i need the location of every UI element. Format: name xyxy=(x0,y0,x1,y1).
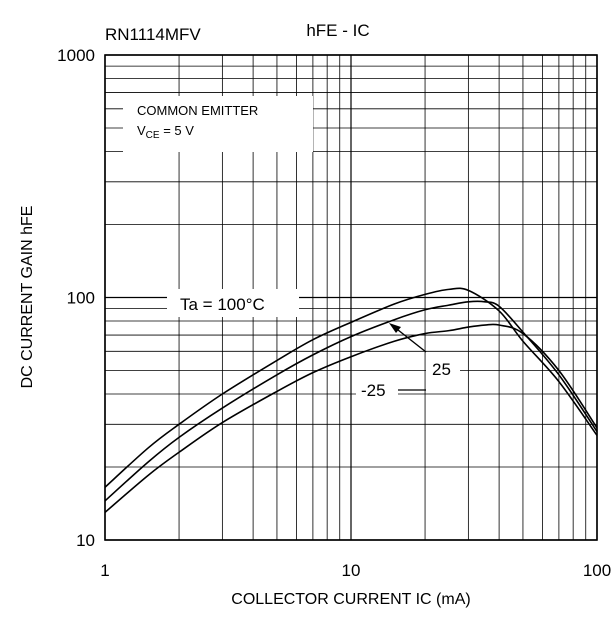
conditions-line-2: VCE = 5 V xyxy=(137,123,194,141)
part-number: RN1114MFV xyxy=(105,25,201,44)
x-tick-label: 10 xyxy=(342,561,361,580)
x-axis-label: COLLECTOR CURRENT IC (mA) xyxy=(231,591,470,608)
conditions-box xyxy=(123,96,313,152)
annotation-box-ta100 xyxy=(167,289,299,317)
annotation-minus25: -25 xyxy=(361,381,386,400)
annotation-box-25 xyxy=(426,356,460,382)
series-line-25 xyxy=(104,300,598,502)
plot-frame xyxy=(104,54,598,541)
conditions-line-1: COMMON EMITTER xyxy=(137,103,258,118)
y-tick-label: 10 xyxy=(76,531,95,550)
tick-labels: 1 10 100 10 100 1000 xyxy=(57,46,611,580)
y-tick-label: 100 xyxy=(67,289,95,308)
annotation-box-minus25 xyxy=(356,378,398,402)
y-tick-label: 1000 xyxy=(57,46,95,65)
x-tick-label: 1 xyxy=(100,561,109,580)
leader-line-25 xyxy=(392,325,427,353)
leader-arrowhead xyxy=(389,323,401,333)
chart-title: hFE - IC xyxy=(306,21,369,40)
series-line-ta-100-c xyxy=(104,287,598,488)
series-line-25 xyxy=(104,323,598,513)
series-lines xyxy=(104,287,598,513)
x-tick-label: 100 xyxy=(583,561,611,580)
annotation-ta100: Ta = 100°C xyxy=(180,295,265,314)
y-axis-label: DC CURRENT GAIN hFE xyxy=(19,206,36,389)
annotation-25: 25 xyxy=(432,360,451,379)
